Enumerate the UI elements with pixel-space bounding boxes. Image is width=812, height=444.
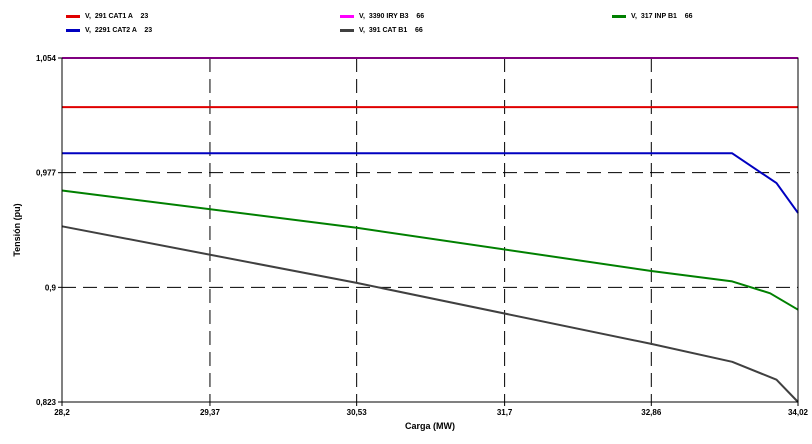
legend-label-391-cat: V, 391 CAT B1 66 — [359, 27, 423, 34]
x-tick-label: 34,02 — [788, 408, 809, 417]
tick-layer: 28,2 29,37 30,53 31,7 32,86 34,02 1,054 0,977 0,… — [36, 54, 809, 417]
x-axis-title: Carga (MW) — [405, 421, 455, 431]
y-tick-label: 0,823 — [36, 398, 57, 407]
y-tick-label: 0,9 — [45, 283, 57, 292]
plot-frame — [61, 57, 799, 403]
legend-item-291-cat1: V, 291 CAT1 A 23 — [66, 13, 148, 20]
x-tick-label: 32,86 — [641, 408, 662, 417]
legend-swatch-3390-iry — [340, 15, 354, 18]
legend-item-3390-iry: V, 3390 IRY B3 66 — [340, 13, 424, 20]
legend-label-291-cat1: V, 291 CAT1 A 23 — [85, 13, 149, 20]
series-layer — [61, 57, 799, 403]
legend-label-3390-iry: V, 3390 IRY B3 66 — [359, 13, 425, 20]
x-tick-label: 28,2 — [54, 408, 70, 417]
legend: V, 291 CAT1 A 23 V, 3390 IRY B3 66 V, 31… — [0, 10, 812, 40]
series-line-2 — [61, 189, 799, 311]
legend-label-2291-cat2: V, 2291 CAT2 A 23 — [85, 27, 153, 34]
series-line-4 — [61, 225, 799, 403]
x-tick-label: 29,37 — [200, 408, 221, 417]
legend-item-317-inp: V, 317 INP B1 66 — [612, 13, 693, 20]
legend-item-391-cat: V, 391 CAT B1 66 — [340, 27, 423, 34]
x-tick-label: 30,53 — [347, 408, 368, 417]
legend-label-317-inp: V, 317 INP B1 66 — [631, 13, 693, 20]
grid-layer — [62, 58, 798, 402]
y-tick-label: 1,054 — [36, 54, 57, 63]
legend-item-2291-cat2: V, 2291 CAT2 A 23 — [66, 27, 152, 34]
legend-swatch-2291-cat2 — [66, 29, 80, 32]
y-tick-label: 0,977 — [36, 169, 57, 178]
x-tick-label: 31,7 — [497, 408, 513, 417]
y-axis-title: Tensión (pu) — [12, 203, 22, 256]
series-line-3 — [62, 152, 799, 214]
legend-swatch-291-cat1 — [66, 15, 80, 18]
legend-swatch-391-cat — [340, 29, 354, 32]
legend-swatch-317-inp — [612, 15, 626, 18]
